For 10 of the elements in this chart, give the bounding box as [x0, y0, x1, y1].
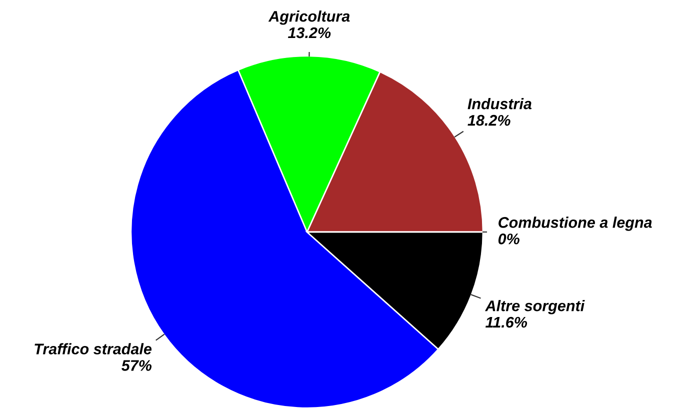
- data-label: 57%: [122, 360, 152, 371]
- data-label: 13.2%: [288, 27, 331, 38]
- slice-label: Industria: [468, 98, 532, 110]
- text: 0%: [498, 234, 520, 244]
- data-label: 11.6%: [486, 316, 528, 328]
- slice-label: Traffico stradale: [34, 343, 152, 354]
- legend-label: Combustione a legna: [498, 216, 652, 231]
- slice-label: Agricoltura: [268, 10, 350, 25]
- data-label: 18.2%: [468, 114, 510, 126]
- slice-label: Altre sorgenti: [484, 300, 585, 314]
